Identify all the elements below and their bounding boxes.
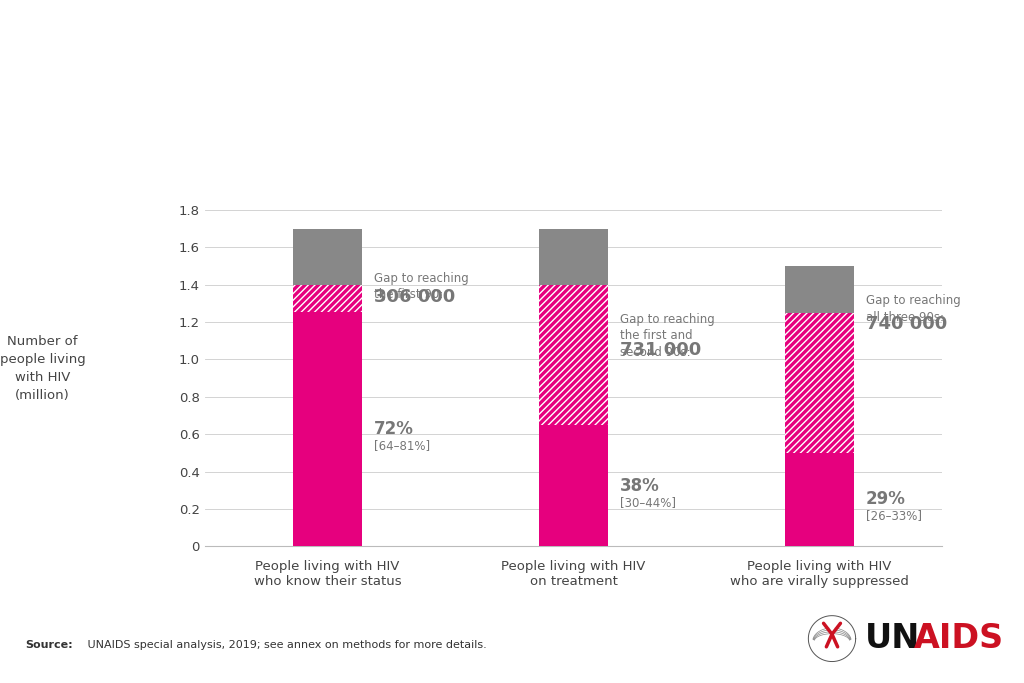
Bar	[293, 285, 362, 312]
Bar	[539, 229, 608, 285]
Bar	[784, 266, 854, 313]
Text: 731 000: 731 000	[621, 341, 701, 359]
Bar	[293, 285, 362, 312]
Bar	[784, 313, 854, 453]
Text: UNAIDS special analysis, 2019; see annex on methods for more details.: UNAIDS special analysis, 2019; see annex…	[84, 641, 486, 650]
Text: 72%: 72%	[375, 419, 415, 438]
Text: [64–81%]: [64–81%]	[375, 439, 430, 452]
Text: 38%: 38%	[621, 477, 659, 494]
Text: 740 000: 740 000	[866, 315, 947, 333]
Text: Gap to reaching
the first and
second 90s:: Gap to reaching the first and second 90s…	[621, 313, 715, 359]
Text: HIV testing and treatment cascade, eastern Europe and central Asia,
2018: HIV testing and treatment cascade, easte…	[26, 30, 1024, 96]
Bar	[293, 229, 362, 285]
Bar	[784, 313, 854, 453]
Text: Source:: Source:	[26, 641, 74, 650]
Text: 306 000: 306 000	[375, 288, 456, 307]
Text: UN: UN	[865, 622, 921, 655]
Text: AIDS: AIDS	[913, 622, 1004, 655]
Text: Gap to reaching
the first 90:: Gap to reaching the first 90:	[375, 272, 469, 301]
Text: [26–33%]: [26–33%]	[866, 509, 922, 522]
Text: 29%: 29%	[866, 490, 906, 507]
Text: Number of
people living
with HIV
(million): Number of people living with HIV (millio…	[0, 335, 85, 402]
Text: [30–44%]: [30–44%]	[621, 496, 676, 509]
Bar	[539, 285, 608, 426]
Bar	[539, 426, 608, 546]
Bar	[539, 285, 608, 426]
Text: Gap to reaching
all three 90s:: Gap to reaching all three 90s:	[866, 294, 961, 324]
Bar	[784, 453, 854, 546]
Bar	[293, 312, 362, 546]
